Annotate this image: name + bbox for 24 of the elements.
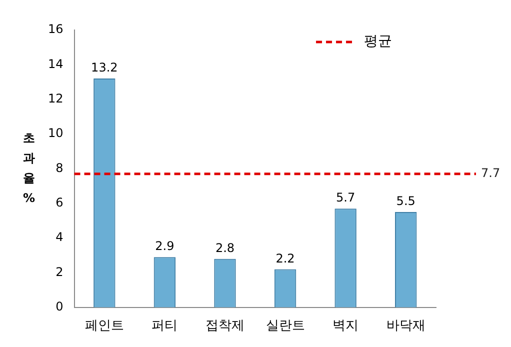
y-tick-label: 12 (48, 91, 64, 106)
x-tick-label: 접착제 (205, 318, 244, 334)
data-label: 2.2 (276, 251, 295, 266)
y-tick-label: 2 (56, 264, 64, 279)
y-tick-label: 10 (48, 126, 64, 140)
y-axis-title: 초과율 % (22, 130, 36, 207)
y-tick-label: 0 (56, 300, 64, 314)
y-tick-label: 16 (48, 22, 64, 36)
y-tick-label: 6 (56, 196, 64, 210)
text: 7.7 (481, 166, 500, 180)
x-tick-label: 실란트 (266, 318, 305, 334)
x-tick-label: 페인트 (84, 318, 124, 334)
data-label: 13.2 (91, 60, 118, 75)
x-tick-label: 벽지 (332, 318, 359, 334)
y-tick-label: 4 (56, 230, 64, 244)
data-label: 2.8 (215, 240, 235, 255)
data-label: 5.7 (336, 190, 356, 205)
data-label: 2.9 (155, 239, 174, 254)
x-tick-label: 퍼티 (152, 318, 178, 334)
legend-label: 평균 (364, 34, 392, 50)
y-tick-label: 8 (56, 160, 64, 175)
data-label: 5.5 (396, 194, 416, 208)
y-tick-label: 14 (48, 56, 64, 71)
x-tick-label: 바닥재 (386, 318, 426, 334)
